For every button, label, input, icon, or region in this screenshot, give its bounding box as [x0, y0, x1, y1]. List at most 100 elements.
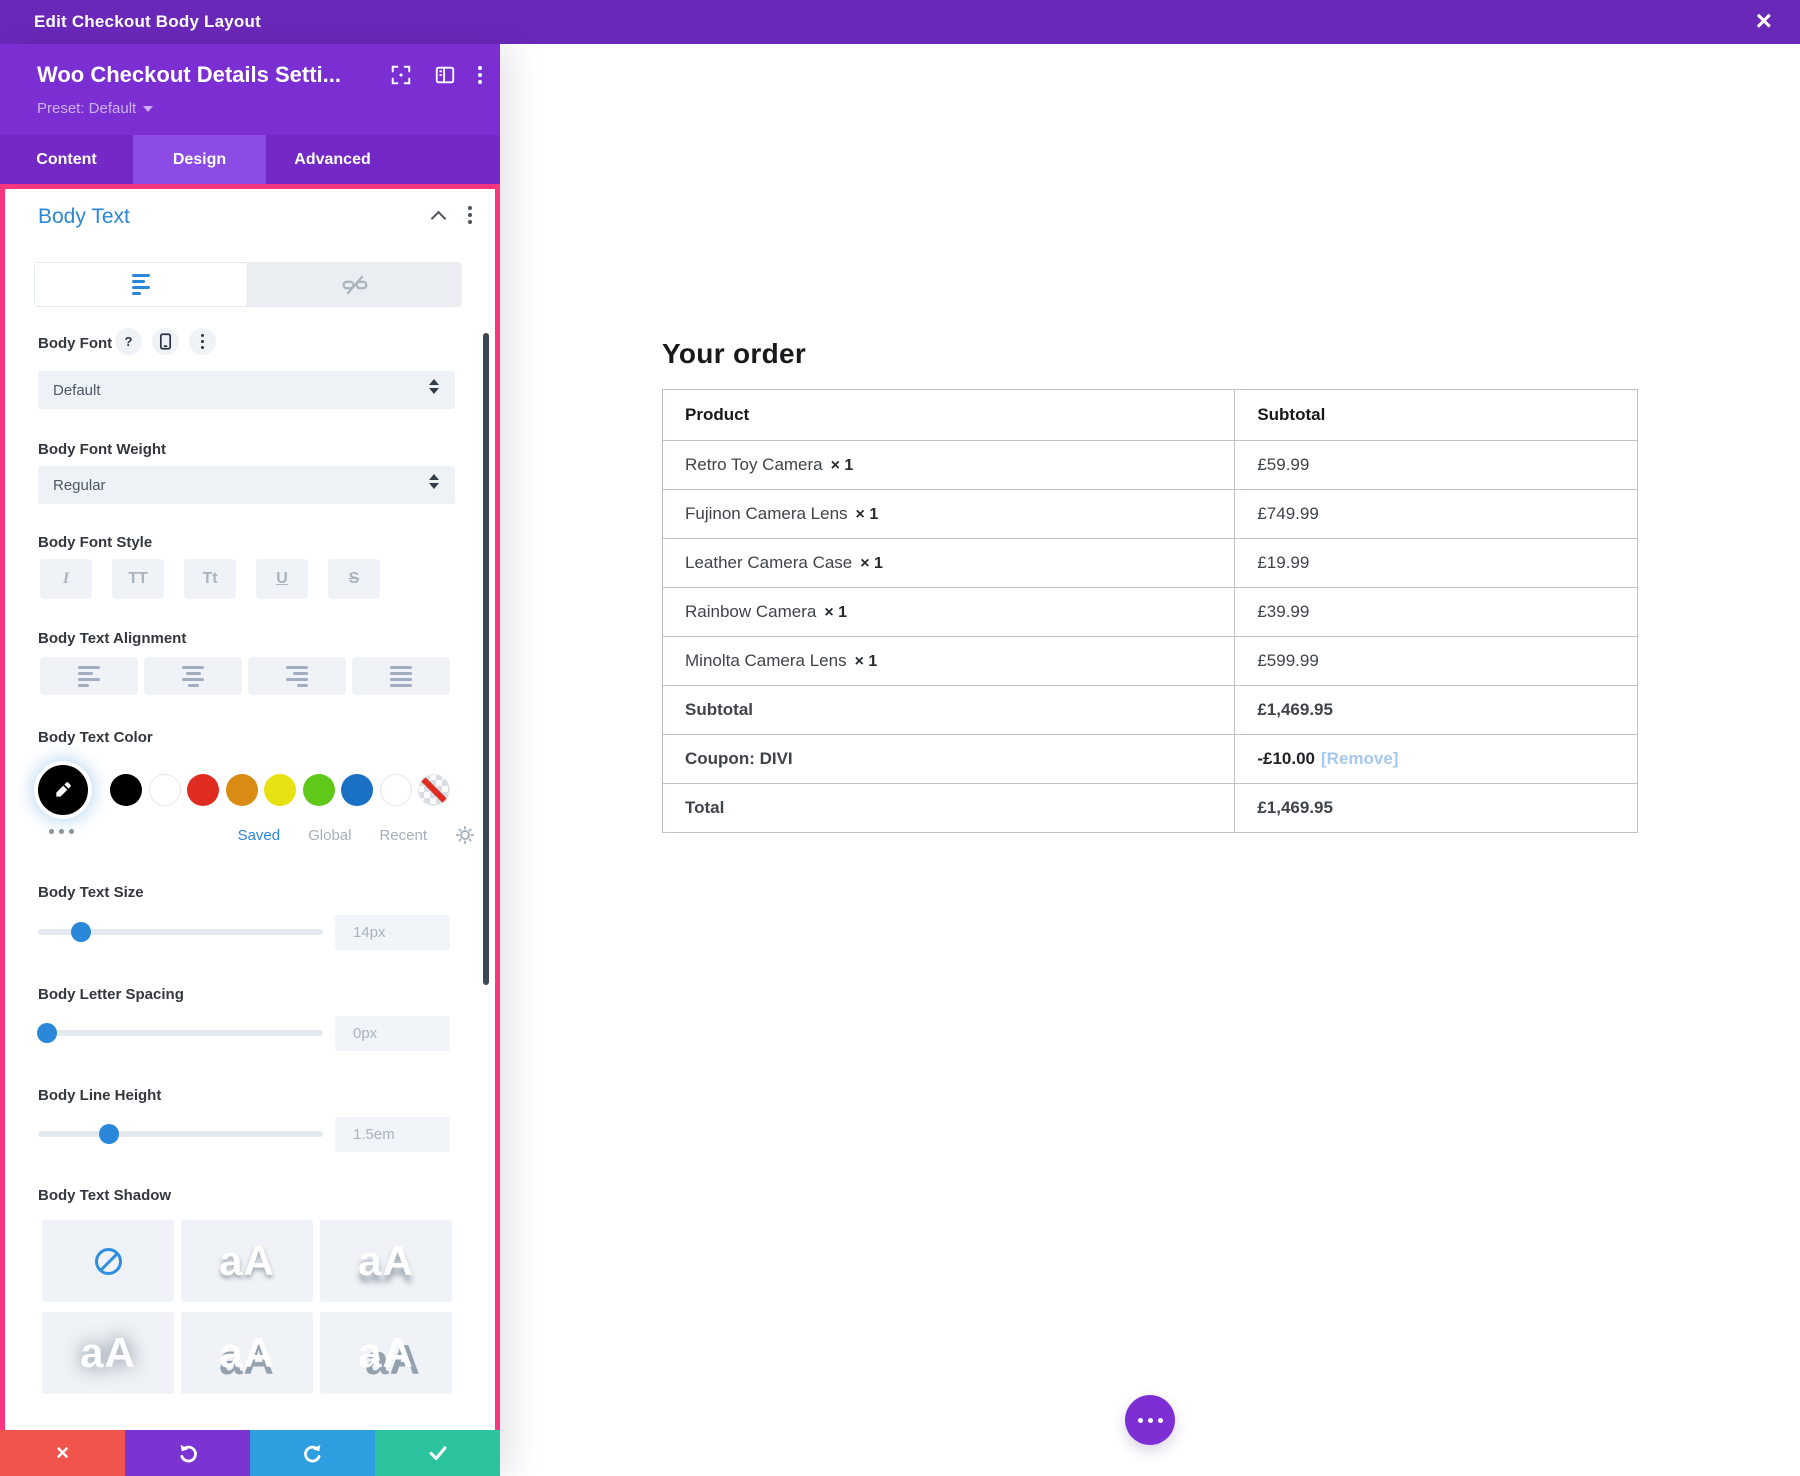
- preset-selector[interactable]: Preset: Default: [37, 100, 154, 117]
- uppercase-button[interactable]: TT: [112, 559, 164, 599]
- body-font-weight-select[interactable]: Regular: [38, 466, 455, 504]
- body-font-select[interactable]: Default: [38, 371, 455, 409]
- help-icon[interactable]: ?: [115, 328, 142, 355]
- redo-button[interactable]: [250, 1430, 375, 1476]
- modal-title: Edit Checkout Body Layout: [34, 12, 261, 31]
- font-style-buttons: I TT Tt U S: [40, 559, 380, 599]
- section-title-body-text[interactable]: Body Text: [38, 205, 130, 228]
- color-swatch-none[interactable]: [418, 774, 450, 806]
- align-right-button[interactable]: [248, 657, 346, 695]
- body-font-weight-value: Regular: [53, 476, 106, 494]
- check-icon: [429, 1446, 446, 1461]
- small-caps-button[interactable]: Tt: [184, 559, 236, 599]
- palette-tabs: Saved Global Recent: [5, 825, 475, 845]
- discard-button[interactable]: ×: [0, 1430, 125, 1476]
- summary-value: £1,469.95: [1234, 685, 1638, 735]
- shadow-preset-button[interactable]: aA: [320, 1312, 452, 1394]
- expand-icon[interactable]: [390, 64, 412, 86]
- strikethrough-button[interactable]: S: [328, 559, 380, 599]
- tab-design[interactable]: Design: [133, 135, 266, 184]
- product-qty: × 1: [855, 506, 879, 523]
- panel-menu-icon[interactable]: [478, 66, 482, 84]
- body-letter-spacing-input[interactable]: [335, 1016, 450, 1051]
- slider-thumb[interactable]: [36, 1023, 57, 1043]
- body-text-color-label: Body Text Color: [38, 729, 153, 746]
- align-left-button[interactable]: [40, 657, 138, 695]
- summary-label: Coupon: DIVI: [661, 734, 1236, 784]
- align-left-icon: [78, 665, 100, 687]
- table-row: Rainbow Camera × 1 £39.99: [661, 587, 1638, 637]
- body-line-height-slider[interactable]: [38, 1124, 323, 1144]
- section-menu-icon[interactable]: [468, 206, 472, 224]
- product-qty: × 1: [860, 555, 883, 572]
- shadow-preset-button[interactable]: aA: [181, 1312, 313, 1394]
- table-header-row: Product Subtotal: [661, 389, 1638, 441]
- color-picker-button[interactable]: [38, 765, 88, 815]
- order-table: Product Subtotal Retro Toy Camera × 1 £59…: [661, 389, 1638, 833]
- shadow-preset-button[interactable]: aA: [320, 1220, 452, 1302]
- link-options-toggle[interactable]: [248, 262, 462, 307]
- color-swatch[interactable]: [341, 774, 373, 806]
- design-options-toggle[interactable]: [34, 262, 248, 307]
- summary-row-subtotal: Subtotal £1,469.95: [661, 685, 1638, 735]
- table-row: Retro Toy Camera × 1 £59.99: [661, 440, 1638, 490]
- undo-button[interactable]: [125, 1430, 250, 1476]
- body-text-size-slider[interactable]: [38, 922, 323, 942]
- color-swatch[interactable]: [379, 774, 412, 806]
- hover-options-icon[interactable]: [189, 328, 216, 355]
- split-view-icon[interactable]: [434, 64, 456, 86]
- color-swatch[interactable]: [187, 774, 219, 806]
- responsive-phone-icon[interactable]: [152, 328, 179, 355]
- summary-value: £1,469.95: [1234, 783, 1638, 833]
- column-product: Product: [661, 389, 1236, 441]
- body-letter-spacing-slider[interactable]: [36, 1023, 323, 1043]
- align-justify-icon: [390, 665, 412, 687]
- color-swatch[interactable]: [148, 774, 181, 806]
- product-price: £599.99: [1234, 636, 1638, 686]
- color-swatch[interactable]: [110, 774, 142, 806]
- summary-row-coupon: Coupon: DIVI -£10.00 [Remove]: [661, 734, 1638, 784]
- shadow-none-button[interactable]: [42, 1220, 174, 1302]
- body-font-label: Body Font: [38, 335, 113, 352]
- body-font-style-label: Body Font Style: [38, 534, 153, 551]
- shadow-preset-button[interactable]: aA: [42, 1312, 174, 1394]
- color-swatch[interactable]: [264, 774, 296, 806]
- chevron-up-icon[interactable]: [433, 213, 447, 221]
- tab-content[interactable]: Content: [36, 150, 97, 168]
- palette-tab-global[interactable]: Global: [308, 826, 352, 844]
- align-justify-button[interactable]: [352, 657, 450, 695]
- close-icon[interactable]: ×: [1755, 5, 1772, 36]
- body-text-size-input[interactable]: [335, 915, 450, 950]
- panel-scrollbar[interactable]: [483, 333, 489, 985]
- slider-thumb[interactable]: [99, 1124, 120, 1144]
- product-price: £749.99: [1234, 489, 1638, 539]
- product-qty: × 1: [824, 604, 848, 621]
- align-center-button[interactable]: [144, 657, 242, 695]
- color-swatch[interactable]: [302, 774, 335, 806]
- panel-footer-actions: ×: [0, 1430, 500, 1476]
- select-arrows-icon: [429, 474, 439, 489]
- shadow-preset-button[interactable]: aA: [181, 1220, 313, 1302]
- body-line-height-label: Body Line Height: [38, 1087, 162, 1104]
- coupon-amount: -£10.00: [1257, 749, 1315, 768]
- palette-tab-saved[interactable]: Saved: [237, 826, 281, 844]
- palette-tab-recent[interactable]: Recent: [379, 826, 427, 844]
- design-settings-frame: Body Text Body Font ?: [0, 184, 500, 1474]
- italic-button[interactable]: I: [40, 559, 92, 599]
- remove-coupon-link[interactable]: [Remove]: [1321, 749, 1399, 768]
- product-name: Minolta Camera Lens: [685, 651, 847, 670]
- undo-icon: [180, 1444, 197, 1463]
- underline-button[interactable]: U: [256, 559, 308, 599]
- gear-icon[interactable]: [455, 825, 475, 845]
- more-colors-icon[interactable]: [49, 829, 74, 834]
- save-button[interactable]: [375, 1430, 500, 1476]
- preset-label: Preset: Default: [37, 100, 137, 117]
- body-font-weight-label: Body Font Weight: [38, 441, 167, 458]
- body-line-height-input[interactable]: [335, 1117, 450, 1152]
- color-swatch[interactable]: [225, 774, 258, 806]
- eyedropper-icon: [56, 782, 71, 797]
- tab-advanced[interactable]: Advanced: [294, 150, 371, 168]
- alignment-buttons: [40, 657, 450, 695]
- page-settings-fab[interactable]: [1125, 1395, 1175, 1445]
- slider-thumb[interactable]: [70, 922, 91, 942]
